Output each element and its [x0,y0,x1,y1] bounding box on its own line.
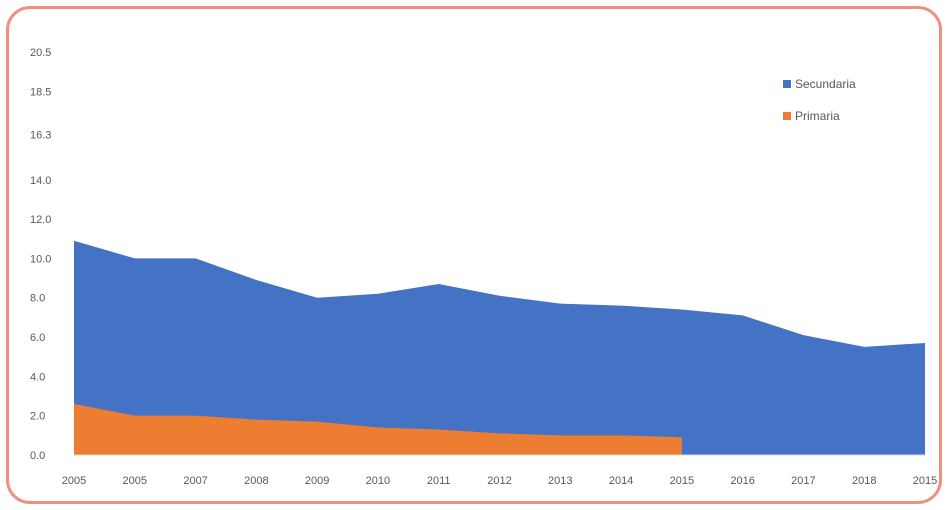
x-tick-label: 2005 [62,475,86,487]
y-axis: 20.5 18.5 16.3 14.0 12.0 10.0 8.0 6.0 4.0 2.0 0.0 [30,47,51,462]
x-tick-label: 2011 [427,475,451,487]
x-tick-label: 2008 [244,475,268,487]
y-tick-label: 16.3 [30,130,51,142]
x-tick-label: 2018 [852,475,876,487]
y-tick-label: 6.0 [30,332,45,344]
x-tick-label: 2005 [123,475,147,487]
y-tick-label: 0.0 [30,450,45,462]
legend-label: Primaria [795,109,840,123]
x-tick-label: 2015 [670,475,694,487]
y-tick-label: 2.0 [30,411,45,423]
x-tick-label: 2012 [487,475,511,487]
x-tick-label: 2016 [730,475,754,487]
x-tick-label: 2017 [791,475,815,487]
y-tick-label: 20.5 [30,47,51,59]
x-tick-label: 2010 [366,475,390,487]
series-area-primaria [74,403,682,455]
y-tick-label: 18.5 [30,86,51,98]
x-tick-label: 2014 [609,475,633,487]
legend-swatch [783,80,791,88]
plot-area [74,240,925,455]
y-tick-label: 14.0 [30,175,51,187]
x-tick-label: 2015 [913,475,937,487]
y-tick-label: 12.0 [30,214,51,226]
y-tick-label: 10.0 [30,253,51,265]
x-tick-label: 2009 [305,475,329,487]
series-area-secundaria [74,240,925,455]
x-tick-label: 2013 [548,475,572,487]
legend-label: Secundaria [795,77,856,91]
x-tick-label: 2007 [183,475,207,487]
legend-swatch [783,112,791,120]
y-tick-label: 8.0 [30,293,45,305]
y-tick-label: 4.0 [30,371,45,383]
legend: Secundaria Primaria [783,77,856,123]
x-axis: 2005 2005 2007 2008 2009 2010 2011 2012 2013 2014… [62,454,937,487]
